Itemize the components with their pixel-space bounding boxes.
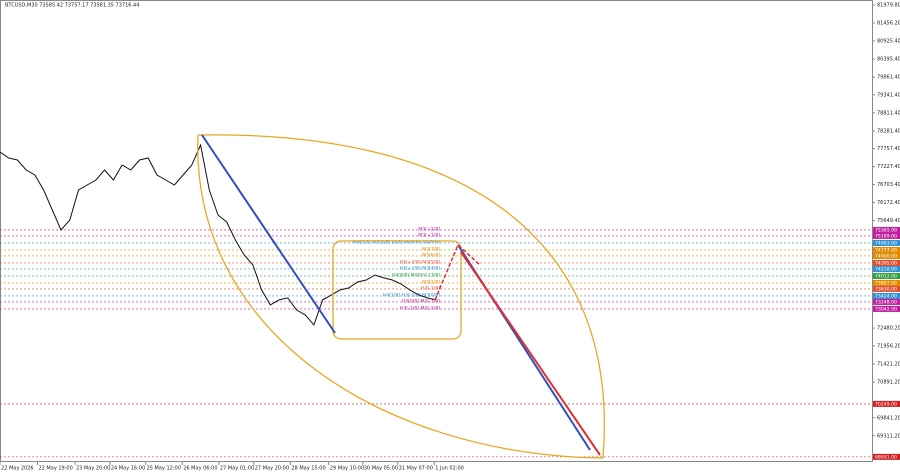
x-tick-label: 27 May 01:00 [220,466,254,472]
x-tick-label: 22 May 19:00 [38,466,72,472]
x-tick-label: 1 Jun 02:00 [435,466,464,472]
level-annotation: M3[6/8] [422,252,440,258]
x-tick-label: 26 May 06:00 [183,466,217,472]
x-tick-label: 24 May 16:00 [111,466,145,472]
y-tick-label: 76172.40 [877,200,900,206]
level-tag [873,272,900,279]
level-tag-label: 73042.00 [875,306,897,312]
level-tag [873,292,900,299]
y-tick-label: 81979.80 [877,3,900,9]
level-tag-label: 74777.00 [875,247,897,253]
x-tick-label: 23 May 20:00 [76,466,110,472]
level-tag-label: 75189.00 [875,233,897,239]
y-tick-label: 69311.20 [877,433,900,439]
level-tag [873,265,900,272]
arc [197,134,604,459]
y-tick-label: 80395.40 [877,56,900,62]
trend-line [460,251,601,456]
y-tick-label: 77227.40 [877,164,900,170]
y-tick-label: 81456.20 [877,20,900,26]
drawings [197,134,605,459]
level-tag-label: 74983.00 [875,240,897,246]
level-annotation: MN[3/8] M3[8/8] [4/8] MAP(M) MAP(H) [353,239,441,245]
level-annotation: H4[2/8] H3[-2/8] M3[0/8] [383,292,440,298]
y-tick-label: 78281.40 [877,128,900,134]
level-annotation: M3[2/8] [422,279,440,285]
level-tag [873,232,900,239]
level-tag [873,279,900,286]
x-tick-label: 30 May 05:00 [364,466,398,472]
y-tick-label: 75649.40 [877,218,900,224]
x-tick-label: 22 May 2026 [1,466,34,472]
x-tick-label: 28 May 15:00 [291,466,325,472]
level-tag-label: 73248.00 [875,299,897,305]
level-tag [873,453,900,460]
y-tick-label: 69841.20 [877,415,900,421]
level-tag-label: 74395.00 [875,260,897,266]
level-tag-label: 75365.00 [875,227,897,233]
level-tag [873,246,900,253]
y-tick-label: 71421.20 [877,362,900,368]
x-tick-label: 25 May 12:00 [147,466,181,472]
level-annotation: H3[+1/8] M3[4/8] [399,265,440,271]
y-tick-label: 79861.40 [877,75,900,81]
level-tag-label: 74218.00 [875,266,897,272]
arc [197,134,605,459]
level-annotation: H4[8/8] MAP(H) [3/8] [392,272,440,278]
level-annotation: H3[-1/8] M3[-2/8] [400,305,440,311]
level-tag [873,239,900,246]
trend-line [201,134,336,334]
level-tag [873,259,900,266]
level-tag-label: 73807.00 [875,280,897,286]
y-tick-label: 78811.40 [877,110,900,116]
x-tick-label: 29 May 10:00 [330,466,364,472]
y-tick-label: 80925.40 [877,38,900,44]
y-tick-label: 79341.40 [877,92,900,98]
level-annotation: M3[+1/8] [418,232,440,238]
dashed-path [434,243,481,301]
x-tick-label: 27 May 20:00 [255,466,289,472]
level-tag-label: 68691.00 [875,454,897,460]
level-tag [873,298,900,305]
level-tag-label: 73630.00 [875,286,897,292]
level-tag [873,226,900,233]
box [332,240,462,340]
y-tick-label: 71956.20 [877,343,900,349]
y-tick-label: 77757.40 [877,146,900,152]
chart-title: BTCUSD,M30 73585.42 73757.17 73581.35 73… [5,3,139,9]
level-tag-label: 73424.00 [875,293,897,299]
level-tag [873,305,900,312]
x-tick-label: 31 May 07:00 [399,466,433,472]
plot-frame [0,0,873,462]
y-tick-label: 70891.20 [877,380,900,386]
level-annotation: H3[-1/8] [421,285,440,291]
level-tag-label: 70249.00 [875,401,897,407]
level-annotation: M3[+2/8] [418,226,440,232]
y-tick-label: 76703.40 [877,182,900,188]
level-annotation: H3[0/8] M3[-1/8] [402,298,441,304]
price-line [0,143,437,326]
level-annotation: M3[7/8] [422,246,440,252]
level-tag-label: 74600.00 [875,253,897,259]
y-tick-label: 72480.20 [877,326,900,332]
level-tag-label: 74012.00 [875,273,897,279]
level-tag [873,400,900,407]
level-tag [873,252,900,259]
level-tag [873,285,900,292]
level-annotation: H3[+2/8] M3[5/8] [399,259,440,265]
